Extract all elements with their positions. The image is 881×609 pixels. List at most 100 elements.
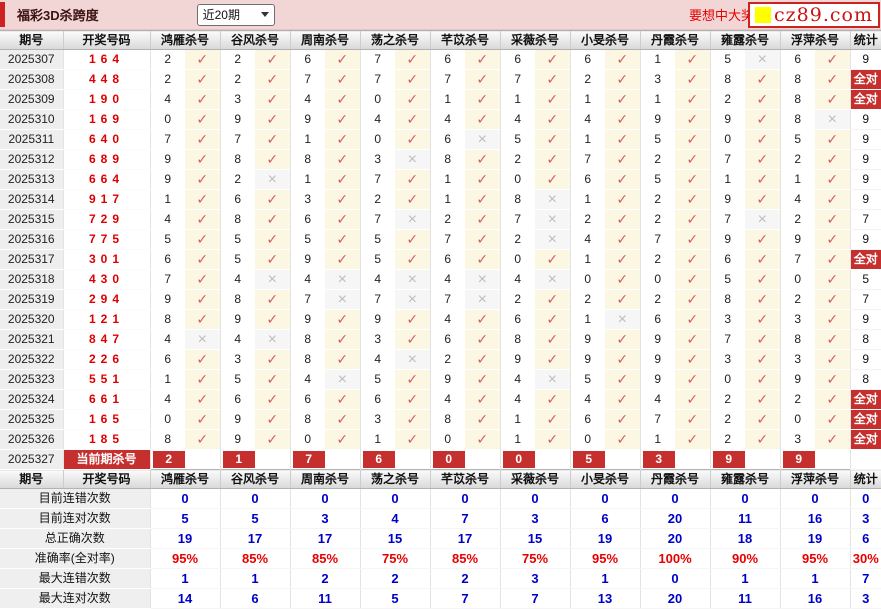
site-logo-link[interactable]: cz89.com	[748, 1, 880, 28]
kill-number: 5	[234, 232, 242, 246]
kill-number: 8	[794, 332, 802, 346]
expert-kill-cell: 9 ✓	[219, 429, 290, 450]
hit-check-icon: ✓	[675, 410, 710, 429]
kill-number: 7	[724, 152, 732, 166]
expert-kill-cell: 4 ✓	[569, 229, 640, 250]
current-kill-badge: 3	[642, 450, 675, 468]
hit-check-icon: ✓	[185, 410, 220, 429]
kill-number: 2	[444, 212, 452, 226]
expert-kill-cell: 4 ×	[499, 369, 570, 390]
kill-number: 2	[374, 192, 382, 206]
hit-check-icon: ✓	[675, 50, 710, 70]
column-header: 丹霞杀号	[639, 30, 710, 50]
miss-x-icon: ×	[815, 110, 850, 129]
kill-number: 7	[374, 212, 382, 226]
expert-kill-cell: 8 ✓	[149, 429, 220, 450]
all-correct-badge: 全对	[849, 249, 881, 270]
kill-number: 8	[304, 332, 312, 346]
hit-check-icon: ✓	[675, 90, 710, 109]
kill-number: 1	[584, 312, 592, 326]
hit-check-icon: ✓	[815, 50, 850, 70]
stat-cell: 9	[849, 169, 881, 190]
stat-cell: 7	[849, 289, 881, 310]
kill-number: 6	[164, 352, 172, 366]
hit-check-icon: ✓	[395, 430, 430, 449]
hit-check-icon: ✓	[745, 230, 780, 249]
hit-check-icon: ✓	[745, 390, 780, 409]
footer-stat-value: 3	[499, 568, 570, 589]
draw-numbers-cell: 689	[62, 149, 150, 170]
expert-kill-cell: 6 ✓	[429, 249, 500, 270]
kill-number: 8	[794, 72, 802, 86]
hit-check-icon: ✓	[675, 210, 710, 229]
expert-kill-cell: 6 ✓	[149, 349, 220, 370]
hit-check-icon: ✓	[255, 350, 290, 369]
draw-numbers-cell: 847	[62, 329, 150, 350]
kill-number: 6	[514, 312, 522, 326]
kill-number: 2	[794, 392, 802, 406]
kill-number: 2	[724, 432, 732, 446]
expert-kill-cell: 1 ✓	[639, 89, 710, 110]
kill-number: 2	[584, 72, 592, 86]
expert-kill-cell: 2 ✓	[639, 249, 710, 270]
current-kill-cell: 0	[499, 449, 570, 470]
expert-kill-cell: 4 ✓	[429, 389, 500, 410]
footer-stat-value: 95%	[149, 548, 220, 569]
column-header: 期号	[0, 469, 63, 489]
kill-number: 1	[584, 132, 592, 146]
footer-stat-value: 6	[569, 508, 640, 529]
hit-check-icon: ✓	[465, 110, 500, 129]
expert-kill-cell: 8 ✓	[219, 149, 290, 170]
kill-number: 6	[794, 52, 802, 67]
expert-kill-cell: 0 ✓	[709, 129, 780, 150]
expert-kill-cell: 4 ✓	[569, 109, 640, 130]
hit-check-icon: ✓	[395, 190, 430, 209]
column-header: 开奖号码	[62, 30, 150, 50]
hit-check-icon: ✓	[605, 390, 640, 409]
hit-check-icon: ✓	[465, 90, 500, 109]
kill-number: 9	[654, 372, 662, 386]
footer-stat-label: 最大连对次数	[0, 588, 150, 609]
expert-kill-cell: 1 ✓	[569, 129, 640, 150]
hit-check-icon: ✓	[745, 170, 780, 189]
hit-check-icon: ✓	[815, 210, 850, 229]
current-kill-badge: 5	[572, 450, 605, 468]
expert-kill-cell: 1 ✓	[499, 409, 570, 430]
expert-kill-cell: 2 ✓	[219, 49, 290, 70]
hit-check-icon: ✓	[675, 170, 710, 189]
kill-number: 8	[234, 212, 242, 226]
footer-stat-value: 7	[429, 508, 500, 529]
expert-kill-cell: 2 ✓	[639, 189, 710, 210]
hit-check-icon: ✓	[745, 190, 780, 209]
expert-kill-cell: 1 ✓	[149, 369, 220, 390]
miss-x-icon: ×	[325, 370, 360, 389]
kill-number: 7	[444, 292, 452, 306]
expert-kill-cell: 4 ✓	[359, 109, 430, 130]
kill-number: 8	[444, 412, 452, 426]
kill-number: 7	[374, 292, 382, 306]
expert-kill-cell: 6 ✓	[289, 389, 360, 410]
expert-kill-cell: 2 ✓	[709, 389, 780, 410]
kill-number: 5	[654, 172, 662, 186]
hit-check-icon: ✓	[745, 270, 780, 289]
table-row: 2025312 689 9 ✓ 8 ✓ 8 ✓ 3 × 8 ✓ 2 ✓ 7 ✓ 2 ✓ 7 ✓ 2 ✓ 9	[0, 149, 881, 170]
kill-number: 9	[724, 112, 732, 126]
expert-kill-cell: 1 ✓	[639, 429, 710, 450]
footer-stat-value: 20	[639, 508, 710, 529]
expert-kill-cell: 1 ✓	[779, 169, 850, 190]
hit-check-icon: ✓	[535, 150, 570, 169]
hit-check-icon: ✓	[185, 170, 220, 189]
expert-kill-cell: 7 ✓	[429, 229, 500, 250]
footer-stat-value: 0	[569, 488, 640, 509]
expert-kill-cell: 9 ✓	[709, 109, 780, 130]
expert-kill-cell: 8 ✓	[429, 149, 500, 170]
period-range-select[interactable]: 近20期	[196, 3, 275, 26]
expert-kill-cell: 6 ✓	[569, 409, 640, 430]
kill-number: 7	[304, 72, 312, 86]
footer-stat-value: 1	[219, 568, 290, 589]
footer-stat-label: 目前连对次数	[0, 508, 150, 529]
kill-number: 0	[584, 272, 592, 286]
draw-numbers-cell: 121	[62, 309, 150, 330]
table-row: 2025319 294 9 ✓ 8 ✓ 7 × 7 × 7 × 2 ✓ 2 ✓ 2 ✓ 8 ✓ 2 ✓ 7	[0, 289, 881, 310]
kill-number: 2	[654, 252, 662, 266]
